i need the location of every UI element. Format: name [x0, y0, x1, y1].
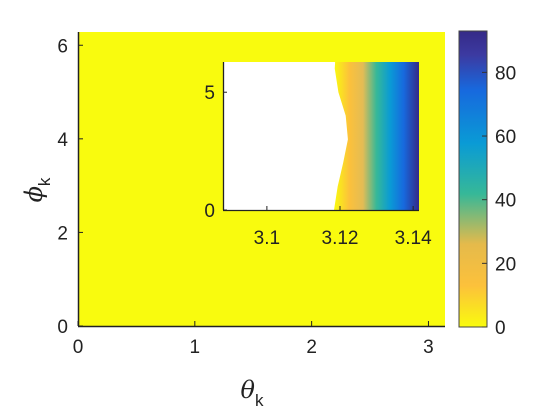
colorbar-tick-label: 40: [495, 191, 516, 212]
colorbar-ticks: 0 20 40 60 80: [482, 63, 516, 339]
inset-x-ticks: 3.1 3.12 3.14: [254, 206, 432, 249]
main-y-tick-label: 6: [57, 36, 68, 57]
main-y-ticks: 0 2 4 6: [57, 36, 83, 338]
main-x-tick-label: 2: [306, 337, 317, 358]
inset-y-ticks: 05: [204, 83, 227, 222]
main-x-axis-label: θk: [241, 376, 264, 410]
inset-x-tick-label: 3.1: [254, 228, 280, 249]
colorbar-frame: [458, 30, 488, 328]
inset-y-tick-label: 0: [204, 201, 215, 222]
colorbar-tick-label: 0: [495, 318, 506, 339]
main-y-axis-label: ϕk: [20, 177, 54, 202]
colorbar: 0 20 40 60 80: [458, 30, 516, 339]
main-x-ticks: 0 1 2 3: [73, 321, 434, 358]
inset-y-tick-label: 5: [204, 83, 215, 104]
inset-x-tick-label: 3.12: [322, 228, 359, 249]
main-x-tick-label: 1: [190, 337, 201, 358]
inset-heatmap-band: [334, 62, 419, 210]
inset-plot: 3.1 3.12 3.14 05: [204, 62, 432, 249]
colorbar-tick-label: 80: [495, 63, 516, 84]
colorbar-tick-label: 20: [495, 254, 516, 275]
colorbar-tick-label: 60: [495, 127, 516, 148]
main-x-tick-label: 3: [423, 337, 434, 358]
main-y-tick-label: 4: [57, 130, 68, 151]
main-y-tick-label: 0: [57, 317, 68, 338]
main-x-tick-label: 0: [73, 337, 84, 358]
inset-x-tick-label: 3.14: [395, 228, 432, 249]
main-y-tick-label: 2: [57, 223, 68, 244]
colorbar-gradient: [459, 31, 487, 327]
